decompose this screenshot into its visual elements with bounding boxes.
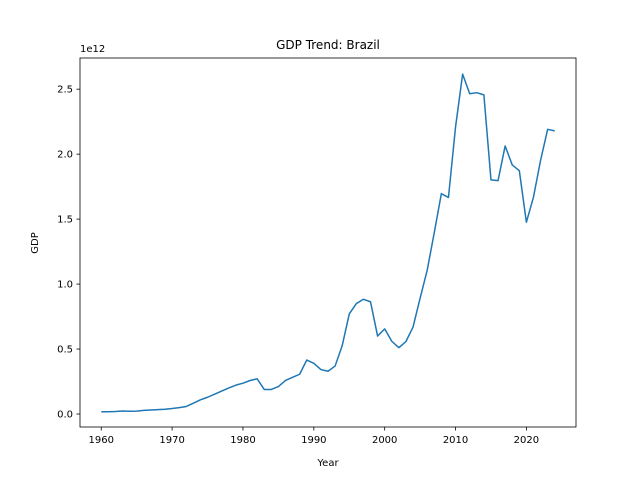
y-tick-label: 2.5 bbox=[57, 85, 73, 96]
chart-title: GDP Trend: Brazil bbox=[276, 38, 380, 52]
y-axis-ticks: 0.0 0.5 1.0 1.5 2.0 2.5 bbox=[57, 85, 80, 421]
gdp-series-line bbox=[101, 73, 555, 413]
y-offset-label: 1e12 bbox=[80, 44, 105, 55]
x-tick-label: 1990 bbox=[301, 435, 326, 446]
y-axis-label: GDP bbox=[30, 232, 41, 253]
y-tick-label: 0.5 bbox=[57, 345, 73, 356]
x-axis-ticks: 1960 1970 1980 1990 2000 2010 2020 bbox=[89, 427, 539, 446]
y-tick-label: 2.0 bbox=[57, 150, 73, 161]
x-tick-label: 2010 bbox=[443, 435, 468, 446]
y-tick-label: 0.0 bbox=[57, 410, 73, 421]
x-tick-label: 1970 bbox=[159, 435, 184, 446]
plot-frame bbox=[79, 57, 577, 428]
x-axis-label: Year bbox=[316, 458, 339, 469]
x-tick-label: 2020 bbox=[514, 435, 539, 446]
plot-series bbox=[101, 73, 555, 413]
x-tick-label: 1960 bbox=[89, 435, 114, 446]
y-tick-label: 1.5 bbox=[57, 215, 73, 226]
x-tick-label: 1980 bbox=[230, 435, 255, 446]
x-tick-label: 2000 bbox=[372, 435, 397, 446]
y-tick-label: 1.0 bbox=[57, 280, 73, 291]
